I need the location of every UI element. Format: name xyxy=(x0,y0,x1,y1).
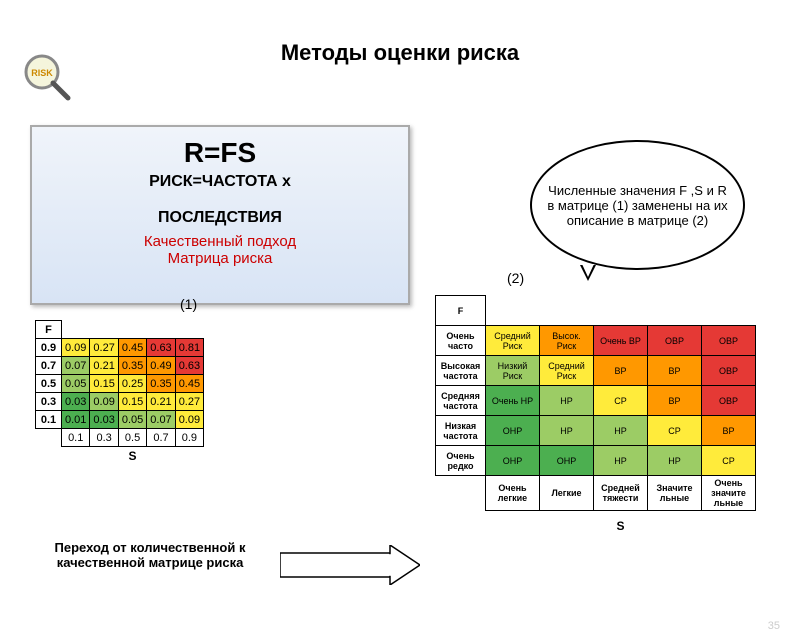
speech-bubble: Численные значения F ,S и R в матрице (1… xyxy=(530,140,745,270)
f-header: F xyxy=(36,321,62,339)
svg-text:RISK: RISK xyxy=(31,68,53,78)
matrix-cell: НР xyxy=(540,416,594,446)
col-header: 0.5 xyxy=(118,429,146,447)
matrix-cell: СР xyxy=(594,386,648,416)
matrix-cell: ОВР xyxy=(702,326,756,356)
caption-transition: Переход от количественной к качественной… xyxy=(20,540,280,570)
row-header: Очень редко xyxy=(436,446,486,476)
row-header: Средняя частота xyxy=(436,386,486,416)
matrix-cell: НР xyxy=(594,446,648,476)
matrix-cell: 0.15 xyxy=(90,375,118,393)
risk-magnifier-icon: RISK xyxy=(20,50,80,115)
matrix2-label: (2) xyxy=(507,270,524,286)
matrix-cell: НР xyxy=(648,446,702,476)
bubble-text: Численные значения F ,S и R в матрице (1… xyxy=(547,183,728,228)
matrix1-table: F0.90.090.270.450.630.810.70.070.210.350… xyxy=(35,320,204,465)
formula-box: R=FS РИСК=ЧАСТОТА x ПОСЛЕДСТВИЯ Качестве… xyxy=(30,125,410,305)
col-header: Значите льные xyxy=(648,476,702,511)
matrix-cell: 0.45 xyxy=(118,339,146,357)
row-header: Очень часто xyxy=(436,326,486,356)
page-title: Методы оценки риска xyxy=(0,40,800,66)
matrix-cell: ВР xyxy=(702,416,756,446)
matrix-cell: 0.63 xyxy=(147,339,175,357)
formula-line4: Качественный подход xyxy=(42,233,398,250)
row-header: Высокая частота xyxy=(436,356,486,386)
matrix-cell: НР xyxy=(540,386,594,416)
matrix-cell: ОВР xyxy=(648,326,702,356)
formula-line3: ПОСЛЕДСТВИЯ xyxy=(42,209,398,227)
matrix-cell: 0.27 xyxy=(90,339,118,357)
formula-line2: РИСК=ЧАСТОТА x xyxy=(42,173,398,191)
matrix-cell: 0.09 xyxy=(90,393,118,411)
matrix-cell: 0.21 xyxy=(90,357,118,375)
matrix-cell: 0.45 xyxy=(175,375,203,393)
matrix-cell: ОВР xyxy=(702,386,756,416)
matrix-cell: ВР xyxy=(594,356,648,386)
matrix-cell: 0.07 xyxy=(62,357,90,375)
matrix-cell: 0.03 xyxy=(90,411,118,429)
col-header: 0.3 xyxy=(90,429,118,447)
col-header: Очень легкие xyxy=(486,476,540,511)
matrix-cell: 0.09 xyxy=(175,411,203,429)
matrix-cell: 0.05 xyxy=(118,411,146,429)
matrix-cell: ОВР xyxy=(702,356,756,386)
s-header: S xyxy=(62,447,204,466)
formula-eq: R=FS xyxy=(42,137,398,169)
matrix-cell: Средний Риск xyxy=(540,356,594,386)
row-header: 0.3 xyxy=(36,393,62,411)
col-header: Средней тяжести xyxy=(594,476,648,511)
col-header: 0.9 xyxy=(175,429,203,447)
matrix-cell: 0.35 xyxy=(118,357,146,375)
formula-line5: Матрица риска xyxy=(42,250,398,267)
col-header: Легкие xyxy=(540,476,594,511)
matrix-cell: ОНР xyxy=(540,446,594,476)
matrix-cell: 0.49 xyxy=(147,357,175,375)
matrix2-table: FОчень частоСредний РискВысок. РискОчень… xyxy=(435,295,756,541)
col-header: Очень значите льные xyxy=(702,476,756,511)
matrix-cell: СР xyxy=(702,446,756,476)
matrix-cell: Средний Риск xyxy=(486,326,540,356)
matrix1-label: (1) xyxy=(180,296,197,312)
matrix-cell: 0.81 xyxy=(175,339,203,357)
matrix-cell: НР xyxy=(594,416,648,446)
matrix-cell: ОНР xyxy=(486,446,540,476)
matrix-cell: 0.09 xyxy=(62,339,90,357)
matrix-cell: Высок. Риск xyxy=(540,326,594,356)
matrix-cell: ВР xyxy=(648,356,702,386)
matrix-cell: 0.03 xyxy=(62,393,90,411)
matrix-cell: СР xyxy=(648,416,702,446)
col-header: 0.7 xyxy=(147,429,175,447)
matrix-cell: 0.35 xyxy=(147,375,175,393)
matrix-cell: ОНР xyxy=(486,416,540,446)
arrow-icon xyxy=(280,545,420,590)
matrix-cell: 0.25 xyxy=(118,375,146,393)
matrix-cell: Очень НР xyxy=(486,386,540,416)
row-header: Низкая частота xyxy=(436,416,486,446)
row-header: 0.9 xyxy=(36,339,62,357)
matrix-cell: ВР xyxy=(648,386,702,416)
s-header: S xyxy=(486,511,756,541)
row-header: 0.1 xyxy=(36,411,62,429)
matrix-cell: 0.15 xyxy=(118,393,146,411)
f-header: F xyxy=(436,296,486,326)
row-header: 0.5 xyxy=(36,375,62,393)
row-header: 0.7 xyxy=(36,357,62,375)
col-header: 0.1 xyxy=(62,429,90,447)
matrix-cell: 0.27 xyxy=(175,393,203,411)
matrix-cell: Очень ВР xyxy=(594,326,648,356)
matrix-cell: Низкий Риск xyxy=(486,356,540,386)
matrix-cell: 0.01 xyxy=(62,411,90,429)
bubble-tail-icon xyxy=(580,265,596,281)
matrix-cell: 0.05 xyxy=(62,375,90,393)
matrix-cell: 0.21 xyxy=(147,393,175,411)
page-number: 35 xyxy=(768,620,780,632)
matrix-cell: 0.63 xyxy=(175,357,203,375)
matrix-cell: 0.07 xyxy=(147,411,175,429)
